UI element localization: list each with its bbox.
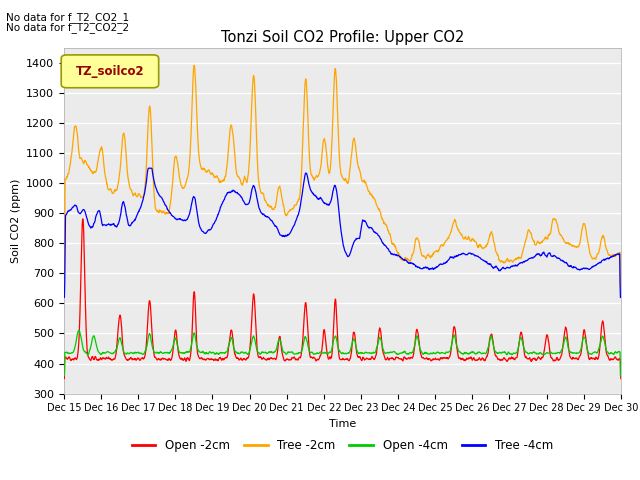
Text: No data for f_T2_CO2_1: No data for f_T2_CO2_1 bbox=[6, 12, 129, 23]
X-axis label: Time: Time bbox=[329, 419, 356, 429]
Text: TZ_soilco2: TZ_soilco2 bbox=[76, 65, 144, 78]
Legend: Open -2cm, Tree -2cm, Open -4cm, Tree -4cm: Open -2cm, Tree -2cm, Open -4cm, Tree -4… bbox=[127, 434, 557, 457]
Title: Tonzi Soil CO2 Profile: Upper CO2: Tonzi Soil CO2 Profile: Upper CO2 bbox=[221, 30, 464, 46]
Y-axis label: Soil CO2 (ppm): Soil CO2 (ppm) bbox=[11, 179, 20, 263]
FancyBboxPatch shape bbox=[61, 55, 159, 88]
Text: No data for f_T2_CO2_2: No data for f_T2_CO2_2 bbox=[6, 22, 129, 33]
